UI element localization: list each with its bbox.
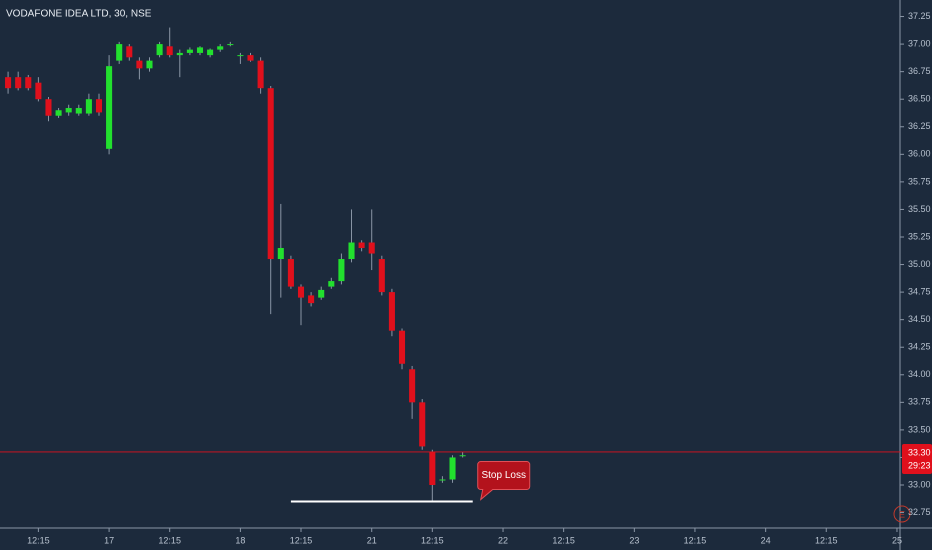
candle-body xyxy=(196,47,204,53)
y-tick-label: 34.50 xyxy=(908,314,931,324)
candle-body xyxy=(217,46,224,50)
y-tick-label: 36.00 xyxy=(908,149,931,159)
candle-body xyxy=(35,82,42,100)
candle-body xyxy=(358,242,365,249)
x-tick-label: 12:15 xyxy=(552,535,575,545)
candle-body xyxy=(25,77,32,89)
candle-body xyxy=(75,108,82,114)
y-tick-label: 35.00 xyxy=(908,259,931,269)
candle-body xyxy=(348,242,355,260)
candle-body xyxy=(287,259,294,287)
last-price-label: 33.30 xyxy=(908,447,931,457)
candle-body xyxy=(409,369,416,403)
candle-body xyxy=(308,295,315,304)
candle-body xyxy=(297,286,305,298)
candle-body xyxy=(378,259,385,293)
y-tick-label: 37.25 xyxy=(908,11,931,21)
y-tick-label: 33.00 xyxy=(908,479,931,489)
candle-body xyxy=(15,77,22,89)
candle-body xyxy=(227,44,234,46)
candle-body xyxy=(186,49,193,53)
event-icon-label: E xyxy=(899,509,905,519)
callout-bubble xyxy=(477,461,531,501)
x-tick-label: 18 xyxy=(235,535,245,545)
candle-body xyxy=(247,55,254,61)
candle-body xyxy=(459,455,466,457)
x-tick-label: 12:15 xyxy=(684,535,707,545)
candle-body xyxy=(5,77,12,89)
candle-body xyxy=(267,88,274,260)
x-tick-label: 25 xyxy=(892,535,902,545)
x-tick-label: 21 xyxy=(367,535,377,545)
candle-body xyxy=(95,99,103,113)
candle-body xyxy=(449,457,456,480)
candle-body xyxy=(116,44,123,61)
y-tick-label: 37.00 xyxy=(908,38,931,48)
x-tick-label: 24 xyxy=(761,535,771,545)
candle-body xyxy=(45,99,52,116)
candle-body xyxy=(277,248,284,260)
candle-body xyxy=(338,259,345,282)
x-tick-label: 12:15 xyxy=(27,535,50,545)
candle-body xyxy=(257,60,264,89)
countdown: 29:23 xyxy=(908,460,931,470)
candle-body xyxy=(136,60,143,69)
x-tick-label: 12:15 xyxy=(421,535,444,545)
y-tick-label: 34.75 xyxy=(908,286,931,296)
candle-body xyxy=(368,242,375,254)
candle-body xyxy=(106,66,113,149)
candle-body xyxy=(328,281,335,287)
x-tick-label: 12:15 xyxy=(290,535,313,545)
y-tick-label: 32.75 xyxy=(908,507,931,517)
candle-body xyxy=(146,60,153,69)
candle-body xyxy=(388,292,395,331)
y-tick-label: 36.75 xyxy=(908,66,931,76)
y-tick-label: 36.25 xyxy=(908,121,931,131)
candle-body xyxy=(85,99,92,114)
callout-text: Stop Loss xyxy=(481,470,525,481)
candle-body xyxy=(207,49,214,56)
candle-body xyxy=(65,108,72,113)
last-price-box xyxy=(902,443,932,474)
y-tick-label: 33.75 xyxy=(908,397,931,407)
y-tick-label: 35.25 xyxy=(908,231,931,241)
x-tick-label: 17 xyxy=(104,535,114,545)
chart-title: VODAFONE IDEA LTD, 30, NSE xyxy=(6,9,152,20)
candle-body xyxy=(156,44,163,56)
y-tick-label: 36.50 xyxy=(908,94,931,104)
y-tick-label: 33.50 xyxy=(908,424,931,434)
candle-body xyxy=(419,402,426,447)
candle-body xyxy=(166,46,173,56)
x-tick-label: 22 xyxy=(498,535,508,545)
y-tick-label: 34.25 xyxy=(908,342,931,352)
y-tick-label: 34.00 xyxy=(908,369,931,379)
x-tick-label: 23 xyxy=(629,535,639,545)
candle-body xyxy=(126,46,133,58)
candle-body xyxy=(429,451,436,486)
candle-body xyxy=(398,330,406,364)
candle-body xyxy=(318,289,325,298)
candle-body xyxy=(237,55,244,57)
candle-body xyxy=(176,52,183,56)
y-tick-label: 35.50 xyxy=(908,204,931,214)
x-tick-label: 12:15 xyxy=(815,535,838,545)
x-tick-label: 12:15 xyxy=(158,535,181,545)
y-tick-label: 35.75 xyxy=(908,176,931,186)
candle-body xyxy=(439,479,446,481)
candle-body xyxy=(55,110,62,116)
event-icon[interactable] xyxy=(893,505,911,523)
